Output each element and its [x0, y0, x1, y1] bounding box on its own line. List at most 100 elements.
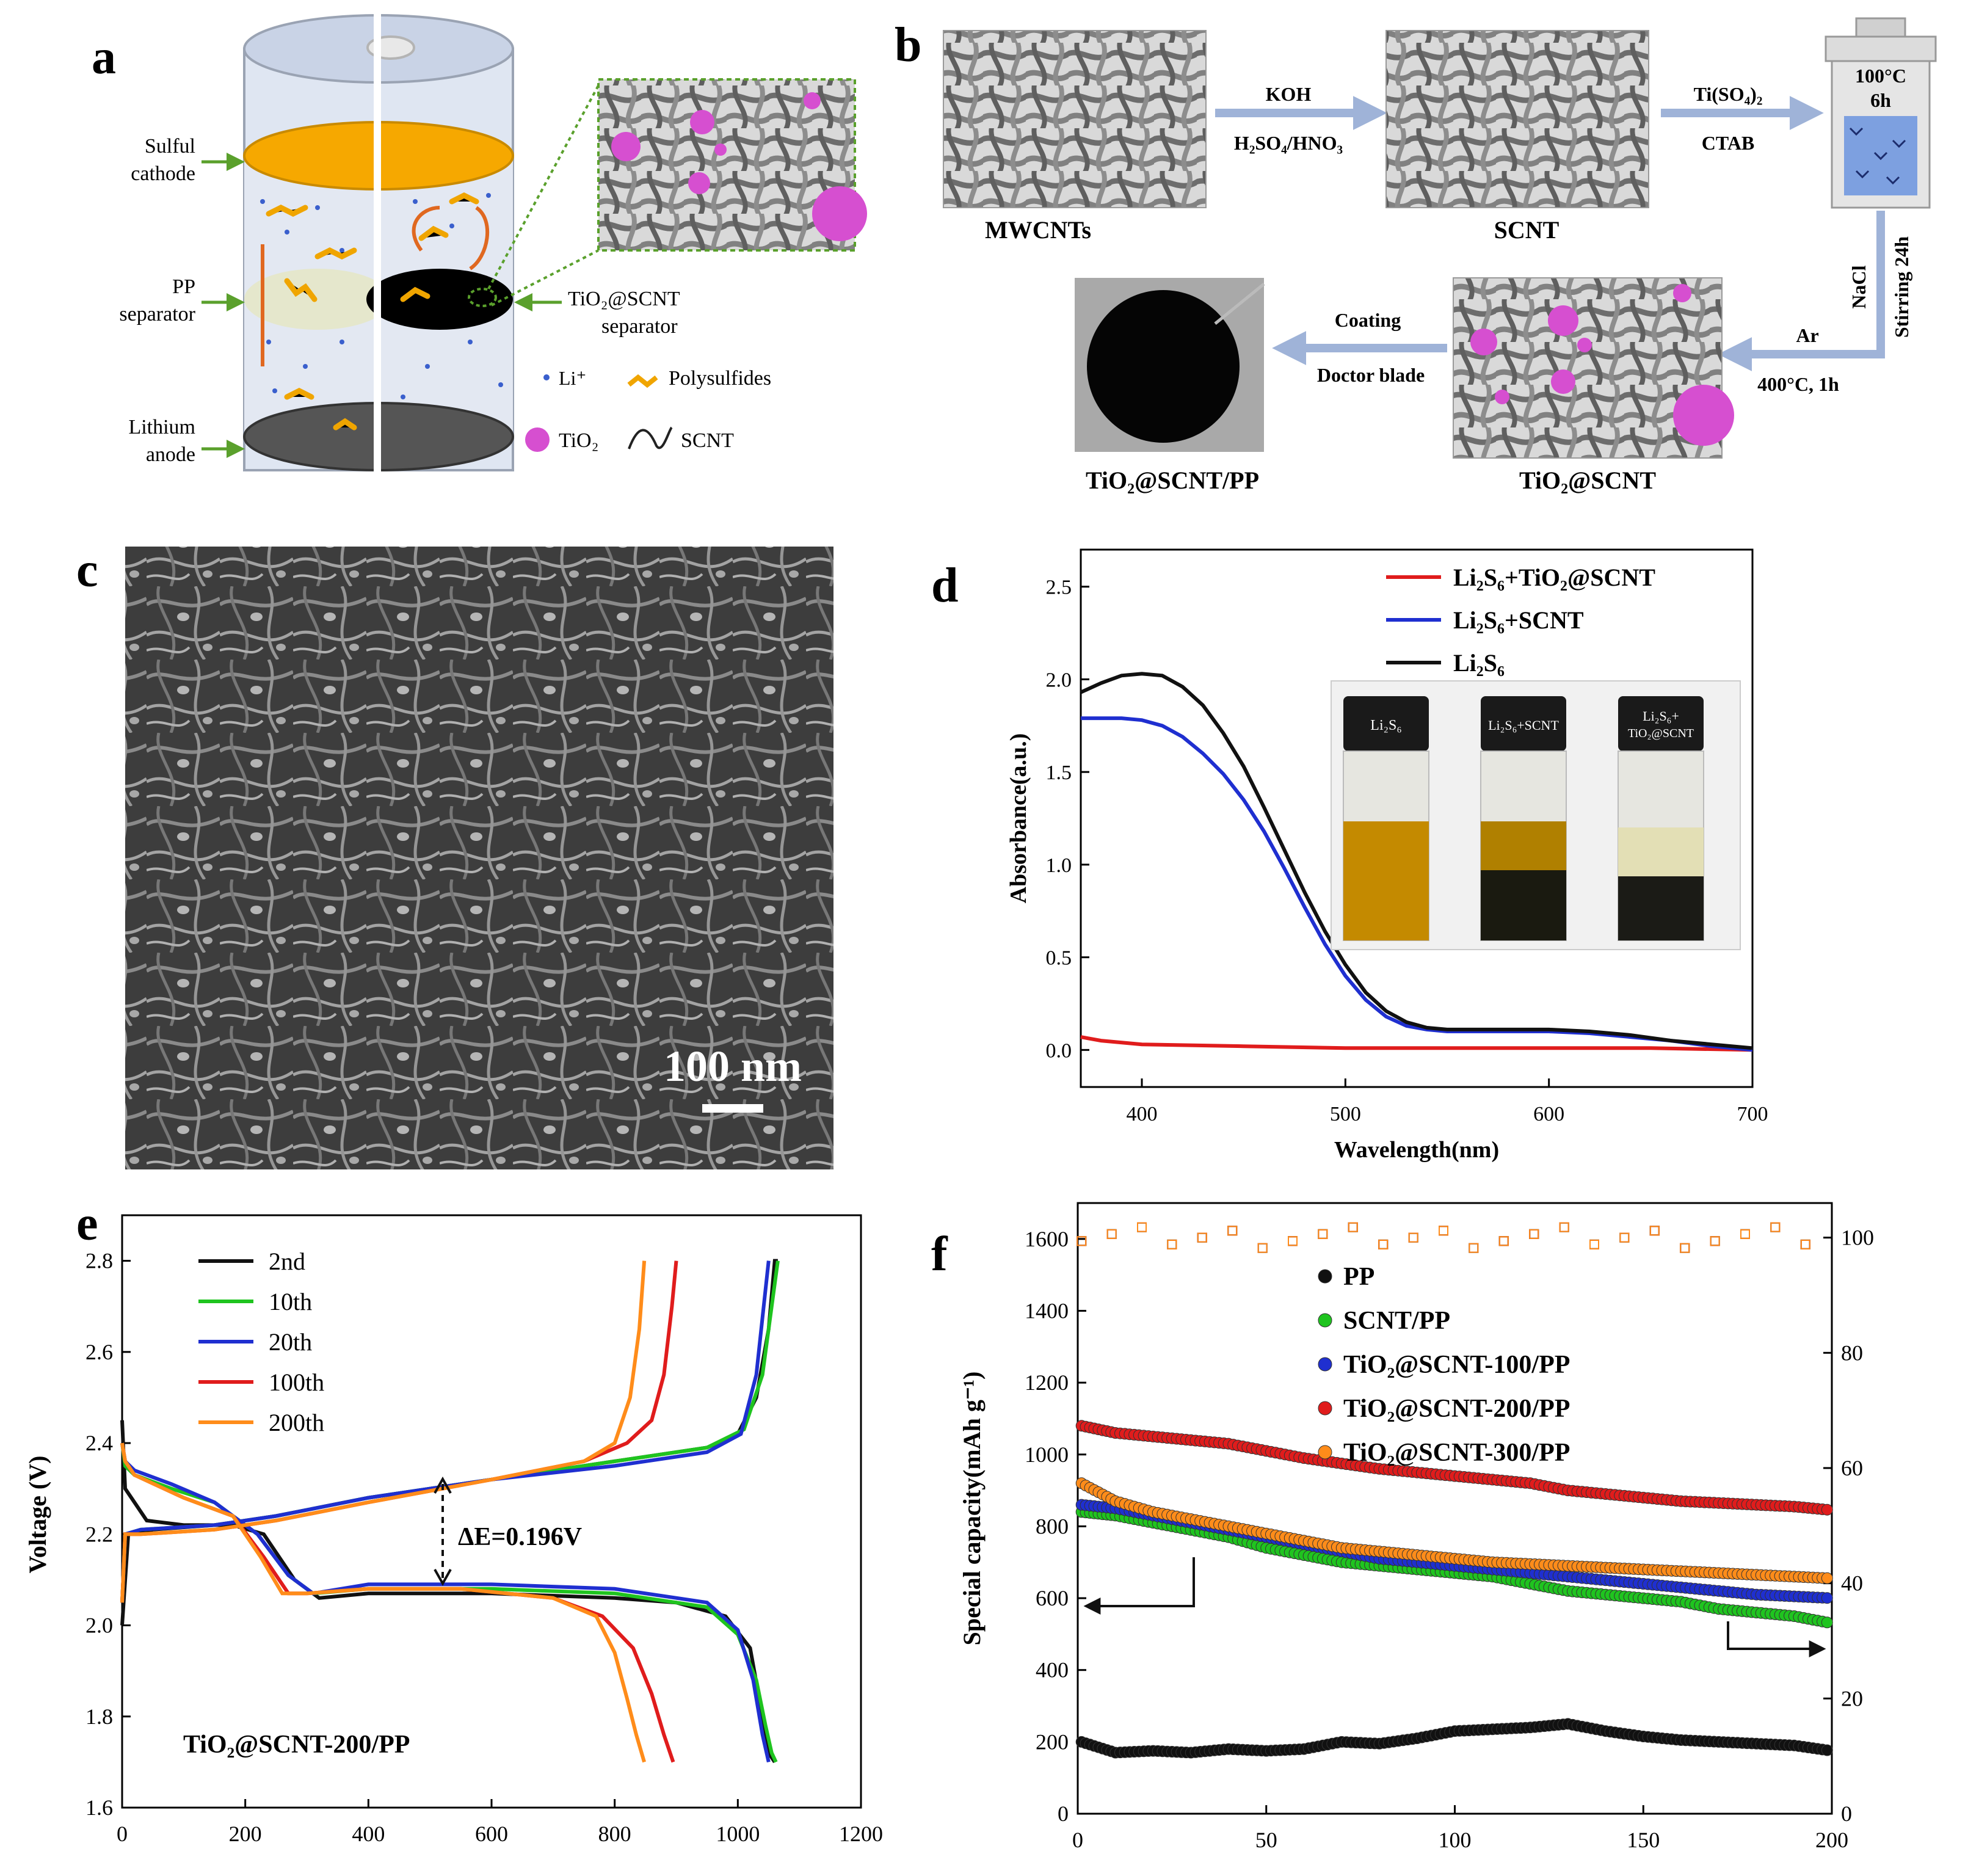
efficiency-point [1137, 1222, 1147, 1232]
efficiency-point [1348, 1222, 1358, 1232]
step3-a-label: NaCl [1848, 265, 1870, 308]
efficiency-point [1619, 1232, 1630, 1243]
efficiency-point [1227, 1226, 1238, 1236]
vial-photo-inset [1331, 680, 1741, 950]
plot-e-frame [121, 1214, 862, 1809]
efficiency-point [1318, 1229, 1328, 1239]
efficiency-point [1167, 1239, 1177, 1249]
efficiency-point [1439, 1226, 1448, 1236]
efficiency-point [1770, 1222, 1781, 1232]
zoom-circle [468, 288, 497, 307]
scnt-image [1385, 30, 1649, 208]
label-cathode-2: cathode [131, 162, 195, 185]
li-ion-icon [543, 374, 550, 380]
plot-e-ylabel: Voltage (V) [24, 1456, 51, 1574]
efficiency-point [1318, 1229, 1328, 1239]
x-tick-label: 600 [475, 1822, 508, 1846]
vial-label-2: Li₂S₆+SCNT [1488, 718, 1559, 733]
coated-disc [1087, 290, 1240, 443]
y-tick-label: 2.6 [85, 1340, 113, 1364]
x-tick-label: 700 [1737, 1103, 1768, 1125]
callout-cathode: Sulful cathode [131, 135, 245, 185]
zoom-line-top [487, 85, 600, 289]
x-tick-label: 500 [1330, 1103, 1361, 1125]
x-tick-label: 50 [1255, 1828, 1277, 1852]
efficiency-point [1800, 1239, 1810, 1249]
delta-e-arrowhead-top [434, 1476, 452, 1494]
efficiency-point [1408, 1232, 1418, 1243]
efficiency-point [1710, 1236, 1720, 1246]
efficiency-point [1770, 1222, 1781, 1232]
efficiency-point [1740, 1229, 1750, 1239]
panel-c-letter: c [76, 544, 98, 597]
y2-tick-label: 100 [1841, 1226, 1874, 1250]
legend-tio2: TiO₂ [559, 429, 598, 452]
delta-e-label: ΔE=0.196V [458, 1523, 582, 1551]
step5-bottom-label: Doctor blade [1317, 364, 1425, 386]
efficiency-point [1559, 1222, 1569, 1232]
y-tick-label: 0.0 [1046, 1039, 1072, 1062]
mwcnts-label: MWCNTs [985, 216, 1091, 244]
callout-pp: PP separator [119, 275, 245, 325]
efficiency-point [1800, 1239, 1810, 1249]
callout-anode: Lithium anode [128, 416, 245, 466]
efficiency-point [1498, 1236, 1509, 1246]
y-tick-label: 2.4 [85, 1431, 113, 1455]
panel-b: b MWCNTs KOH H₂SO₄/HNO₃ SCNT Ti(SO₄)₂ CT… [895, 17, 1937, 494]
efficiency-point [1439, 1226, 1448, 1236]
efficiency-point [1498, 1236, 1509, 1246]
y-tick-label: 1600 [1025, 1227, 1069, 1251]
efficiency-point [1740, 1229, 1750, 1239]
legend-label: 200th [269, 1409, 324, 1436]
legend-label: SCNT/PP [1343, 1307, 1450, 1335]
legend-scnt: SCNT [681, 429, 734, 452]
scale-bar [702, 1104, 763, 1113]
efficiency-point [1589, 1239, 1599, 1249]
efficiency-point [1469, 1243, 1479, 1253]
plot-d-ylabel: Absorbance(a.u.) [1006, 733, 1031, 904]
panel-a-legend: Li⁺ Polysulfides TiO₂ SCNT [525, 367, 771, 452]
efficiency-point [1257, 1243, 1268, 1253]
efficiency-point [1288, 1236, 1298, 1246]
efficiency-point [1498, 1236, 1509, 1246]
y-tick-label: 1.8 [85, 1704, 113, 1729]
legend-marker [1318, 1269, 1332, 1284]
arrow-to-left-axis [1083, 1557, 1195, 1615]
efficiency-point [1077, 1236, 1087, 1246]
sem-image [125, 547, 833, 1169]
efficiency-point [1559, 1222, 1569, 1232]
tio2-spheres-inset [611, 92, 867, 241]
efficiency-point [1680, 1243, 1690, 1253]
scnt-label: SCNT [1494, 216, 1560, 244]
legend-marker [1318, 1401, 1332, 1416]
efficiency-point [1197, 1232, 1207, 1243]
efficiency-point [1559, 1222, 1569, 1232]
capacity-point [1821, 1616, 1833, 1629]
efficiency-point [1318, 1229, 1328, 1239]
efficiency-point [1137, 1222, 1147, 1232]
y-tick-label: 400 [1036, 1658, 1069, 1682]
efficiency-point [1288, 1236, 1298, 1246]
legend-label: TiO₂@SCNT-200/PP [1343, 1395, 1570, 1423]
efficiency-point [1649, 1226, 1660, 1236]
efficiency-point [1740, 1229, 1750, 1239]
y2-tick-label: 0 [1841, 1801, 1852, 1826]
capacity-point [1821, 1744, 1833, 1756]
plot-f-series [1075, 1222, 1833, 1759]
efficiency-point [1469, 1243, 1479, 1253]
efficiency-point [1529, 1229, 1539, 1239]
plot-d-xlabel: Wavelength(nm) [1334, 1137, 1499, 1163]
efficiency-point [1348, 1222, 1358, 1232]
efficiency-point [1800, 1239, 1810, 1249]
efficiency-point [1167, 1239, 1177, 1249]
efficiency-point [1408, 1232, 1418, 1243]
efficiency-point [1378, 1239, 1389, 1249]
efficiency-point [1529, 1229, 1539, 1239]
panel-a-letter: a [92, 31, 116, 84]
efficiency-point [1408, 1232, 1418, 1243]
series-line-discharge [120, 1442, 771, 1763]
label-pp-2: separator [119, 303, 195, 325]
legend-label: 100th [269, 1369, 324, 1396]
efficiency-point [1619, 1232, 1630, 1243]
efficiency-point [1408, 1232, 1418, 1243]
